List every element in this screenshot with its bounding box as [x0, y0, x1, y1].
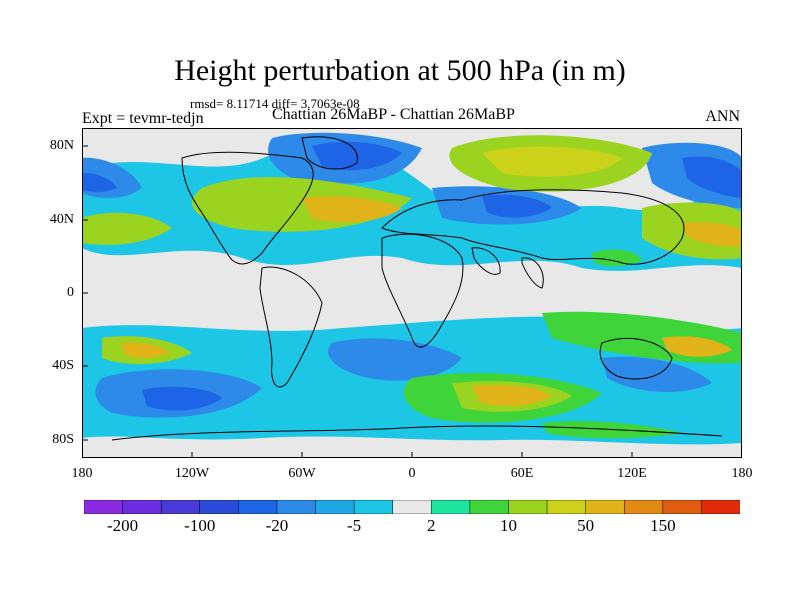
colorbar-label: -200	[106, 516, 139, 535]
lat-tick-40n: 40N	[49, 212, 74, 227]
lon-tick-180-right: 180	[731, 466, 753, 481]
lat-tick-80n: 80N	[49, 138, 74, 153]
lon-tick-60e: 60E	[510, 466, 534, 481]
colorbar-swatch	[469, 500, 510, 514]
colorbar	[84, 500, 740, 514]
map-ticks	[82, 145, 633, 458]
lat-tick-0: 0	[67, 285, 74, 300]
colorbar-swatch	[238, 500, 278, 514]
coastlines	[111, 136, 723, 441]
colorbar-swatch	[701, 500, 740, 514]
nh-contours	[82, 132, 742, 271]
colorbar-swatch	[392, 500, 433, 514]
map-title: Height perturbation at 500 hPa (in m)	[174, 54, 626, 87]
colorbar-swatch	[276, 500, 317, 514]
colorbar-swatch	[623, 500, 664, 514]
comparison-label: Chattian 26MaBP - Chattian 26MaBP	[272, 106, 515, 123]
colorbar-swatch	[315, 500, 355, 514]
lon-tick-120w: 120W	[174, 466, 210, 481]
lon-tick-0: 0	[408, 466, 416, 481]
stats-label: rmsd= 8.11714 diff= 3.7063e-08	[190, 96, 360, 111]
lat-tick-40s: 40S	[52, 358, 74, 373]
colorbar-label: -5	[347, 516, 362, 535]
height-perturbation-map	[82, 128, 742, 458]
colorbar-swatch	[160, 500, 201, 514]
colorbar-swatch	[199, 500, 240, 514]
colorbar-label: -20	[265, 516, 289, 535]
lat-tick-80s: 80S	[52, 432, 74, 447]
colorbar-label: 150	[650, 516, 676, 535]
colorbar-label: 10	[499, 516, 517, 535]
lon-tick-120e: 120E	[617, 466, 647, 481]
colorbar-label: 2	[427, 516, 436, 535]
colorbar-swatch	[84, 500, 124, 514]
experiment-label: Expt = tevmr-tedjn	[82, 110, 204, 127]
lon-tick-180-left: 180	[71, 466, 93, 481]
colorbar-label: 50	[577, 516, 595, 535]
season-label: ANN	[705, 108, 740, 125]
lon-tick-60w: 60W	[288, 466, 316, 481]
colorbar-swatch	[508, 500, 548, 514]
colorbar-swatch	[122, 500, 162, 514]
colorbar-swatch	[662, 500, 703, 514]
colorbar-swatch	[353, 500, 394, 514]
colorbar-label: -100	[184, 516, 216, 535]
colorbar-swatch	[431, 500, 471, 514]
colorbar-swatch	[585, 500, 625, 514]
colorbar-swatch	[546, 500, 587, 514]
sh-contours	[82, 311, 742, 445]
